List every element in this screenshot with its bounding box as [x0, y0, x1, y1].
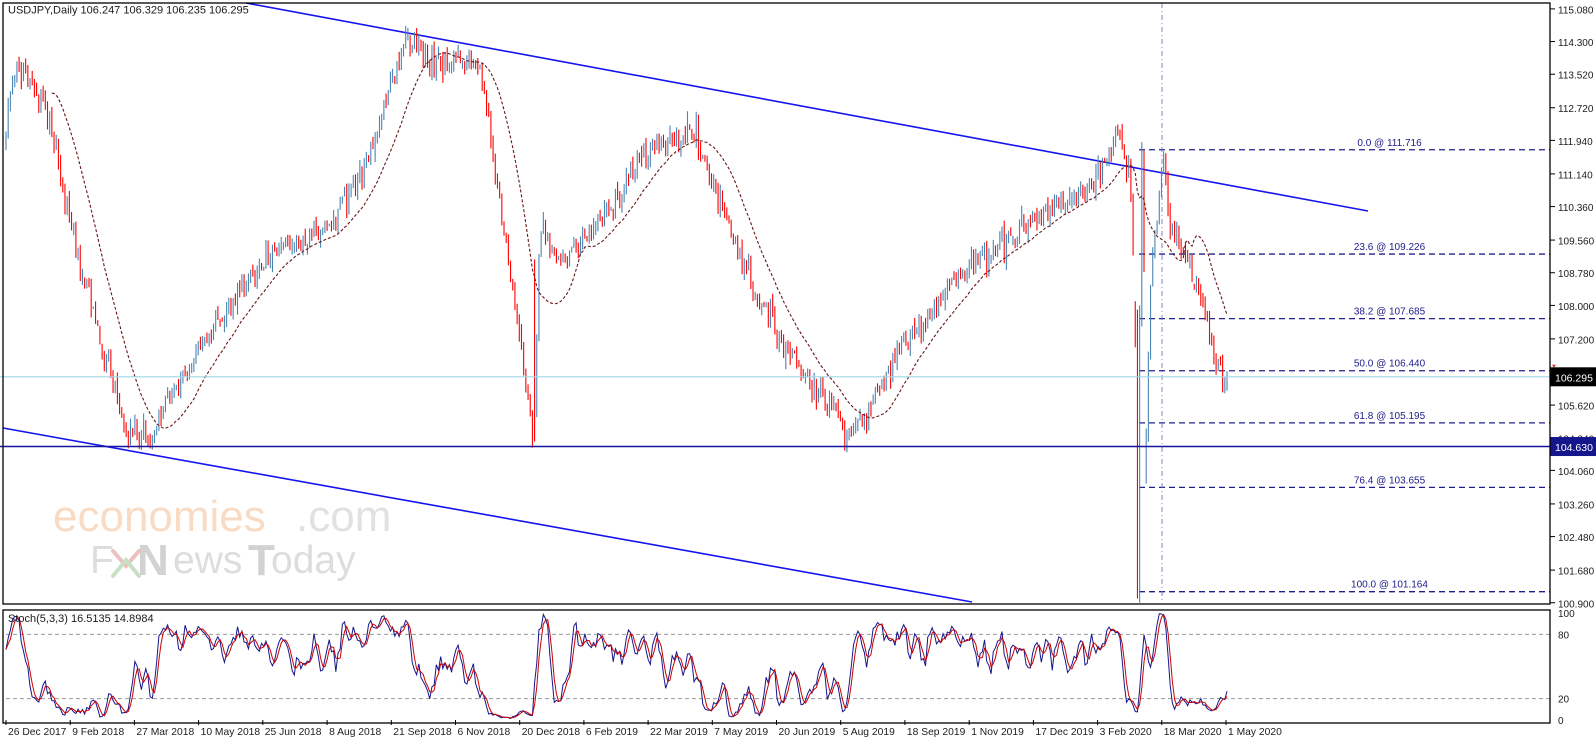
svg-text:N: N — [137, 536, 169, 585]
svg-text:F: F — [90, 539, 114, 582]
svg-text:ews: ews — [173, 539, 242, 582]
svg-text:111.940: 111.940 — [1558, 137, 1593, 148]
svg-text:oday: oday — [271, 539, 356, 582]
svg-text:economies: economies — [53, 492, 266, 541]
svg-text:100: 100 — [1558, 609, 1575, 620]
svg-text:80: 80 — [1558, 630, 1570, 641]
svg-text:20 Dec 2018: 20 Dec 2018 — [522, 727, 581, 738]
svg-text:6 Nov 2018: 6 Nov 2018 — [458, 727, 511, 738]
svg-text:0.0 @ 111.716: 0.0 @ 111.716 — [1357, 138, 1422, 149]
svg-text:.com: .com — [296, 492, 391, 541]
svg-text:104.630: 104.630 — [1555, 442, 1593, 454]
svg-text:106.295: 106.295 — [1555, 372, 1593, 384]
svg-text:8 Aug 2018: 8 Aug 2018 — [329, 727, 381, 738]
svg-text:23.6 @ 109.226: 23.6 @ 109.226 — [1354, 242, 1426, 253]
svg-text:112.720: 112.720 — [1558, 104, 1594, 115]
svg-text:20 Jun 2019: 20 Jun 2019 — [779, 727, 836, 738]
svg-text:111.140: 111.140 — [1558, 170, 1593, 181]
svg-text:101.680: 101.680 — [1558, 567, 1595, 578]
svg-text:108.780: 108.780 — [1558, 269, 1595, 280]
svg-text:104.060: 104.060 — [1558, 467, 1595, 478]
svg-text:115.080: 115.080 — [1558, 5, 1594, 16]
svg-text:114.300: 114.300 — [1558, 38, 1594, 49]
svg-text:102.480: 102.480 — [1558, 533, 1595, 544]
svg-text:107.200: 107.200 — [1558, 335, 1595, 346]
svg-text:20: 20 — [1558, 695, 1570, 706]
svg-text:1 May 2020: 1 May 2020 — [1228, 727, 1282, 738]
svg-text:100.0 @ 101.164: 100.0 @ 101.164 — [1351, 580, 1428, 591]
svg-text:17 Dec 2019: 17 Dec 2019 — [1035, 727, 1094, 738]
svg-text:38.2 @ 107.685: 38.2 @ 107.685 — [1354, 307, 1426, 318]
svg-text:9 Feb 2018: 9 Feb 2018 — [72, 727, 124, 738]
svg-text:6 Feb 2019: 6 Feb 2019 — [586, 727, 638, 738]
svg-text:76.4 @ 103.655: 76.4 @ 103.655 — [1354, 475, 1426, 486]
svg-text:109.560: 109.560 — [1558, 237, 1595, 248]
svg-text:Stoch(5,3,3) 16.5135 14.8984: Stoch(5,3,3) 16.5135 14.8984 — [8, 613, 154, 625]
svg-text:61.8 @ 105.195: 61.8 @ 105.195 — [1354, 411, 1426, 422]
svg-text:25 Jun 2018: 25 Jun 2018 — [265, 727, 322, 738]
svg-text:7 May 2019: 7 May 2019 — [714, 727, 768, 738]
svg-text:113.520: 113.520 — [1558, 71, 1594, 82]
svg-text:USDJPY,Daily 106.247 106.329: USDJPY,Daily 106.247 106.329 106.235 106… — [8, 5, 249, 17]
svg-text:27 Mar 2018: 27 Mar 2018 — [136, 727, 194, 738]
svg-text:26 Dec 2017: 26 Dec 2017 — [8, 727, 67, 738]
svg-text:18 Sep 2019: 18 Sep 2019 — [907, 727, 966, 738]
svg-text:103.260: 103.260 — [1558, 500, 1595, 511]
svg-text:0: 0 — [1558, 716, 1564, 727]
svg-text:50.0 @ 106.440: 50.0 @ 106.440 — [1354, 359, 1426, 370]
svg-text:21 Sep 2018: 21 Sep 2018 — [393, 727, 452, 738]
svg-text:22 Mar 2019: 22 Mar 2019 — [650, 727, 708, 738]
svg-text:5 Aug 2019: 5 Aug 2019 — [843, 727, 895, 738]
svg-text:18 Mar 2020: 18 Mar 2020 — [1164, 727, 1222, 738]
svg-text:105.620: 105.620 — [1558, 402, 1595, 413]
svg-text:1 Nov 2019: 1 Nov 2019 — [971, 727, 1024, 738]
svg-text:3 Feb 2020: 3 Feb 2020 — [1100, 727, 1152, 738]
svg-text:110.360: 110.360 — [1558, 203, 1594, 214]
svg-text:10 May 2018: 10 May 2018 — [201, 727, 261, 738]
svg-text:108.000: 108.000 — [1558, 302, 1595, 313]
